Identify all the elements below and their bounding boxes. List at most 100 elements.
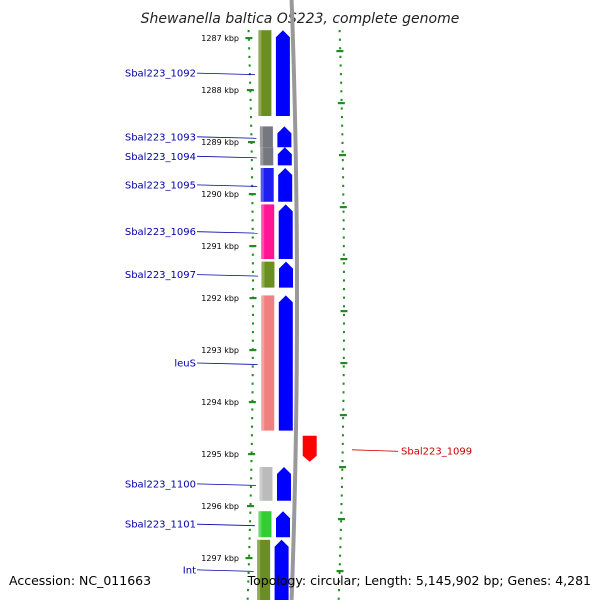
outer-ring-dot — [341, 451, 344, 454]
inner-ring-dot — [249, 81, 252, 84]
gene-label[interactable]: Sbal223_1101 — [125, 520, 196, 531]
inner-ring-dot — [251, 202, 254, 205]
inner-ring-dot — [250, 159, 253, 162]
inner-ring-dot — [251, 288, 254, 291]
inner-ring-dot — [249, 116, 252, 119]
feature-block[interactable] — [258, 511, 272, 538]
inner-ring-dot — [251, 219, 254, 222]
outer-ring-dot — [342, 202, 345, 205]
inner-ring-dot — [251, 339, 254, 342]
gene-label[interactable]: Sbal223_1096 — [125, 227, 196, 238]
inner-ring-dot — [250, 133, 253, 136]
gene-label[interactable]: Sbal223_1100 — [125, 479, 196, 490]
kbp-tick-label: 1289 kbp — [201, 138, 239, 147]
map-title: Shewanella baltica OS223, complete genom… — [141, 11, 460, 27]
outer-ring-dot — [338, 571, 341, 574]
outer-ring-dot — [340, 81, 343, 84]
inner-ring-dot — [251, 176, 254, 179]
gene-label[interactable]: Sbal223_1094 — [125, 152, 196, 163]
kbp-tick-label: 1290 kbp — [201, 190, 239, 199]
gene-label-leader — [196, 72, 255, 75]
kbp-tick-mark — [249, 349, 257, 352]
feature-highlight — [260, 147, 264, 166]
cds-forward-arrow[interactable] — [277, 147, 292, 166]
gene-label[interactable]: Int — [183, 565, 196, 576]
cds-forward-arrow[interactable] — [278, 204, 293, 259]
outer-tick-mark — [336, 50, 344, 53]
cds-forward-arrow[interactable] — [277, 126, 292, 148]
gene-label-leader — [351, 449, 399, 452]
outer-ring-dot — [342, 348, 345, 351]
cds-forward-arrow[interactable] — [279, 261, 293, 288]
kbp-tick-label: 1293 kbp — [201, 346, 239, 355]
cds-forward-arrow[interactable] — [277, 467, 291, 501]
outer-tick-mark — [339, 466, 347, 469]
kbp-tick-mark — [249, 245, 257, 248]
cds-forward-arrow[interactable] — [278, 168, 293, 202]
outer-ring-dot — [341, 159, 344, 162]
feature-block[interactable] — [261, 261, 275, 288]
cds-forward-arrow[interactable] — [274, 539, 289, 600]
feature-highlight — [259, 467, 263, 501]
inner-ring-dot — [251, 382, 254, 385]
feature-block[interactable] — [259, 126, 273, 148]
kbp-tick-mark — [248, 401, 256, 404]
kbp-tick-mark — [246, 89, 254, 92]
kbp-tick-mark — [245, 37, 253, 40]
cds-forward-arrow[interactable] — [276, 511, 290, 538]
gene-label[interactable]: Sbal223_1092 — [125, 69, 196, 80]
inner-ring-dot — [249, 503, 252, 506]
gene-label-leader — [196, 231, 258, 234]
outer-ring-dot — [340, 116, 343, 119]
outer-ring-dot — [342, 417, 345, 420]
inner-ring-dot — [251, 210, 254, 213]
topology-text: Topology: circular; Length: 5,145,902 bp… — [247, 573, 591, 588]
outer-ring-dot — [341, 133, 344, 136]
gene-label[interactable]: Sbal223_1095 — [125, 180, 196, 191]
outer-ring-dot — [338, 563, 341, 566]
inner-ring-dot — [247, 563, 250, 566]
kbp-ticks: 1287 kbp 1288 kbp 1289 kbp 1290 kbp 1291 kbp… — [201, 34, 348, 573]
feature-tracks — [257, 30, 275, 600]
outer-ring-dot — [342, 253, 345, 256]
outer-ring-dot — [341, 468, 344, 471]
inner-ring-dot — [251, 425, 254, 428]
inner-ring-dot — [251, 227, 254, 230]
gene-label[interactable]: leuS — [174, 359, 196, 370]
outer-ring-dot — [342, 408, 345, 411]
cds-forward-arrow[interactable] — [278, 295, 293, 431]
feature-block[interactable] — [257, 539, 271, 600]
outer-ring-dot — [342, 331, 345, 334]
feature-block[interactable] — [261, 204, 275, 259]
outer-ring-dot — [342, 279, 345, 282]
kbp-tick-mark — [249, 297, 257, 300]
outer-ring-dot — [341, 167, 344, 170]
outer-ring-dot — [342, 262, 345, 265]
cds-reverse-arrow[interactable] — [302, 435, 317, 462]
kbp-tick-label: 1288 kbp — [201, 86, 239, 95]
feature-block[interactable] — [260, 147, 274, 166]
inner-ring-dot — [250, 167, 253, 170]
feature-block[interactable] — [259, 467, 273, 501]
inner-ring-dot — [250, 434, 253, 437]
feature-block[interactable] — [258, 30, 272, 117]
inner-ring-dot — [251, 253, 254, 256]
inner-ring-dot — [247, 580, 250, 583]
inner-ring-dot — [249, 511, 252, 514]
feature-block[interactable] — [260, 168, 274, 202]
inner-ring-dot — [251, 322, 254, 325]
inner-ring-dot — [249, 485, 252, 488]
gene-label[interactable]: Sbal223_1093 — [125, 132, 196, 143]
outer-ring-dot — [342, 270, 345, 273]
feature-block[interactable] — [261, 295, 275, 431]
outer-ring-dot — [340, 511, 343, 514]
inner-ring-dot — [251, 365, 254, 368]
outer-tick-mark — [340, 310, 348, 313]
cds-forward-arrow[interactable] — [275, 30, 290, 117]
inner-ring-dot — [249, 98, 252, 101]
outer-ring-dot — [338, 30, 341, 33]
gene-label[interactable]: Sbal223_1099 — [401, 446, 472, 457]
gene-label[interactable]: Sbal223_1097 — [125, 270, 196, 281]
inner-ring-dot — [250, 460, 253, 463]
inner-ring-dot — [248, 64, 251, 67]
